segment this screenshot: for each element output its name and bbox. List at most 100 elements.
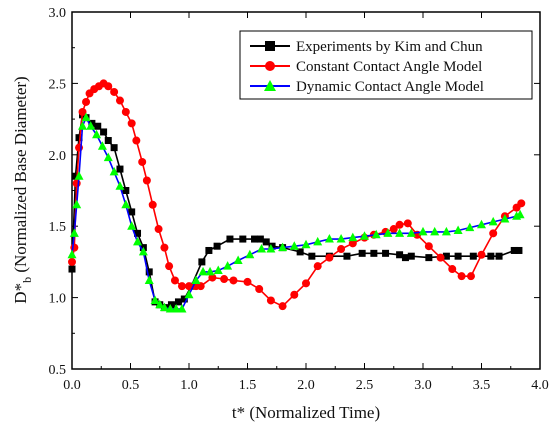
data-point <box>383 228 393 237</box>
data-point <box>256 235 264 243</box>
data-point <box>213 265 223 274</box>
data-point <box>370 249 378 257</box>
x-tick-label: 2.5 <box>356 378 374 393</box>
data-point <box>74 171 84 180</box>
data-point <box>257 244 267 253</box>
data-point <box>495 252 503 260</box>
data-point <box>78 121 88 130</box>
data-point <box>220 275 229 284</box>
data-point <box>266 296 275 305</box>
data-point <box>174 298 182 306</box>
data-point <box>469 252 477 260</box>
data-point <box>401 254 409 262</box>
x-tick-label: 0.5 <box>122 378 140 393</box>
data-point <box>115 181 125 190</box>
data-point <box>134 229 142 237</box>
data-point <box>395 220 404 229</box>
y-axis-title-main: D* <box>11 283 30 304</box>
data-point <box>226 235 234 243</box>
data-point <box>441 226 451 236</box>
data-point <box>500 214 510 223</box>
data-point <box>348 239 357 248</box>
data-point <box>454 252 462 260</box>
data-point <box>395 228 405 237</box>
data-point <box>138 157 147 166</box>
data-point <box>389 225 398 234</box>
data-point <box>148 200 157 209</box>
y-tick-label: 1.0 <box>49 292 67 307</box>
legend-label-constant: Constant Contact Angle Model <box>296 59 482 75</box>
legend-item-dynamic: Dynamic Contact Angle Model <box>250 79 484 95</box>
data-point <box>144 275 154 284</box>
data-point <box>477 250 486 259</box>
data-point <box>127 119 136 128</box>
data-point <box>165 262 174 271</box>
data-point <box>67 249 77 259</box>
data-point <box>81 112 91 122</box>
x-tick-label: 0.0 <box>63 378 81 393</box>
data-point <box>515 209 525 219</box>
data-point <box>196 282 205 291</box>
data-point <box>70 243 79 252</box>
data-point <box>198 266 208 276</box>
data-point <box>171 304 181 313</box>
data-point <box>489 229 498 238</box>
data-point <box>360 231 369 240</box>
data-point <box>278 242 288 252</box>
data-point <box>167 301 175 309</box>
legend-item-experiments: Experiments by Kim and Chun <box>250 39 483 55</box>
series-experiments <box>68 111 523 312</box>
data-point <box>128 208 136 216</box>
data-point <box>94 122 102 130</box>
data-point <box>75 134 83 142</box>
data-point <box>358 249 366 257</box>
data-point <box>517 199 526 208</box>
data-point <box>515 246 523 254</box>
data-point <box>430 226 440 236</box>
series-dynamic <box>67 112 525 313</box>
x-tick-label: 2.0 <box>297 378 315 393</box>
data-point <box>116 165 124 173</box>
data-point <box>403 219 412 228</box>
series-constant <box>68 79 526 311</box>
data-point <box>88 119 96 127</box>
data-point <box>239 235 247 243</box>
data-point <box>510 246 518 254</box>
y-axis: 0.5 1.0 1.5 2.0 2.5 3.0 <box>49 6 540 378</box>
data-point <box>296 248 304 256</box>
data-point <box>160 243 169 252</box>
series-layer <box>67 79 526 313</box>
data-point <box>69 228 79 237</box>
series-line-dynamic <box>71 115 521 310</box>
data-point <box>205 266 215 276</box>
y-tick-label: 0.5 <box>49 363 67 378</box>
data-point <box>180 295 188 303</box>
data-point <box>133 236 143 246</box>
data-point <box>185 282 193 291</box>
data-point <box>104 137 112 145</box>
x-tick-label: 1.0 <box>180 378 198 393</box>
data-point <box>205 246 213 254</box>
data-point <box>425 254 433 262</box>
x-tick-label: 3.5 <box>473 378 491 393</box>
data-point <box>100 128 108 136</box>
data-point <box>109 166 119 176</box>
data-point <box>436 253 445 262</box>
data-point <box>223 261 233 270</box>
y-axis-title-rest: (Normalized Base Diameter) <box>11 76 30 277</box>
data-point <box>466 272 475 281</box>
data-point <box>115 96 124 105</box>
data-point <box>308 252 316 260</box>
data-point <box>103 152 113 162</box>
data-point <box>72 199 82 209</box>
x-tick-label: 1.5 <box>239 378 257 393</box>
data-point <box>457 272 466 281</box>
data-point <box>97 141 107 150</box>
data-point <box>191 275 201 284</box>
data-point <box>127 221 137 230</box>
data-point <box>278 302 287 311</box>
legend-label-dynamic: Dynamic Contact Angle Model <box>296 79 484 95</box>
data-point <box>86 121 96 130</box>
data-point <box>155 299 165 309</box>
